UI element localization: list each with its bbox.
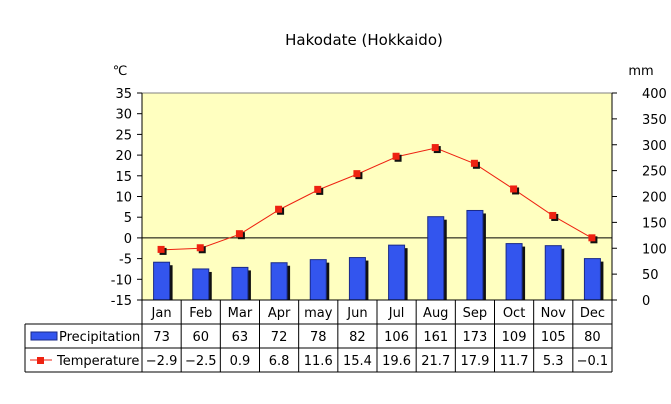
data-table: Jan Feb Mar Apr may Jun Jul Aug Sep Oct Nov Dec Prec… [24, 299, 613, 373]
precipitation-bar [505, 243, 523, 301]
precipitation-value: 106 [384, 330, 409, 345]
precipitation-bar [466, 209, 484, 301]
chart-title: Hakodate (Hokkaido) [285, 31, 443, 49]
temperature-marker [157, 245, 165, 253]
plot-background [141, 92, 613, 301]
left-tick-label: -10 [111, 273, 132, 288]
temperature-marker [196, 244, 204, 252]
temperature-marker [510, 185, 518, 193]
temperature-marker [392, 152, 400, 160]
category-label: Mar [228, 306, 253, 321]
temperature-marker [275, 205, 283, 213]
temperature-value: 11.7 [500, 354, 529, 369]
right-tick-label: 400 [642, 87, 667, 102]
left-tick-label: 0 [124, 232, 132, 247]
left-tick-label: 35 [115, 87, 132, 102]
temperature-marker [353, 170, 361, 178]
category-label: Dec [580, 306, 605, 321]
category-label: Feb [189, 306, 212, 321]
left-tick-label: -15 [111, 294, 132, 309]
plot-area: 35302520151050-5-10-15400350300250200150… [111, 87, 667, 309]
precipitation-bar [544, 245, 562, 301]
precipitation-value: 60 [192, 330, 209, 345]
category-label: Sep [463, 306, 488, 321]
precipitation-value: 78 [310, 330, 327, 345]
temperature-value: 15.4 [343, 354, 372, 369]
precipitation-bar [348, 257, 366, 301]
precipitation-bar [583, 258, 601, 301]
right-tick-label: 250 [642, 165, 667, 180]
precipitation-value: 72 [271, 330, 288, 345]
left-tick-label: 5 [124, 211, 132, 226]
category-label: Jul [388, 306, 405, 321]
temperature-marker [549, 211, 557, 219]
left-tick-label: 20 [115, 149, 132, 164]
precipitation-bar [192, 268, 210, 301]
temperature-value: 19.6 [382, 354, 411, 369]
right-tick-label: 300 [642, 139, 667, 154]
category-label: Jan [151, 306, 172, 321]
temperature-value: 5.3 [543, 354, 564, 369]
precipitation-bar [270, 262, 288, 301]
category-label: Jun [346, 306, 367, 321]
precipitation-value: 161 [423, 330, 448, 345]
temperature-value: −0.1 [577, 354, 609, 369]
left-tick-label: 25 [115, 128, 132, 143]
precipitation-value: 73 [153, 330, 170, 345]
right-tick-label: 200 [642, 191, 667, 206]
category-label: Nov [541, 306, 567, 321]
precipitation-legend-swatch [30, 331, 58, 341]
temperature-marker [314, 185, 322, 193]
category-label: Apr [268, 306, 291, 321]
temperature-value: −2.9 [146, 354, 178, 369]
temperature-line [161, 147, 593, 251]
temperature-legend-label: Temperature [56, 354, 139, 369]
temperature-value: 0.9 [230, 354, 251, 369]
right-tick-label: 0 [642, 294, 650, 309]
category-label: Oct [503, 306, 525, 321]
right-tick-label: 100 [642, 242, 667, 257]
precipitation-value: 82 [349, 330, 366, 345]
left-tick-label: 30 [115, 108, 132, 123]
precipitation-value: 105 [541, 330, 566, 345]
precipitation-bar [388, 244, 406, 301]
temperature-marker [588, 234, 596, 242]
temperature-value: 17.9 [460, 354, 489, 369]
precipitation-value: 173 [463, 330, 488, 345]
precipitation-value: 63 [232, 330, 249, 345]
left-tick-label: 15 [115, 170, 132, 185]
left-axis-unit: ℃ [113, 64, 128, 79]
precipitation-value: 80 [584, 330, 601, 345]
right-axis-unit: mm [628, 64, 653, 79]
precipitation-bar [153, 261, 171, 301]
temperature-legend-marker [37, 357, 44, 364]
temperature-marker [235, 230, 243, 238]
temperature-value: 21.7 [421, 354, 450, 369]
temperature-value: 11.6 [304, 354, 333, 369]
temperature-value: 6.8 [269, 354, 290, 369]
temperature-marker [470, 159, 478, 167]
precipitation-value: 109 [502, 330, 527, 345]
temperature-value: −2.5 [185, 354, 217, 369]
temperature-marker [431, 144, 439, 152]
precipitation-legend-label: Precipitation [59, 330, 140, 345]
left-tick-label: -5 [119, 253, 132, 268]
precipitation-bar [231, 266, 249, 301]
precipitation-bar [427, 216, 445, 301]
category-label: may [304, 306, 333, 321]
right-tick-label: 350 [642, 113, 667, 128]
category-label: Aug [423, 306, 448, 321]
right-tick-label: 50 [642, 268, 659, 283]
left-tick-label: 10 [115, 191, 132, 206]
right-tick-label: 150 [642, 216, 667, 231]
precipitation-bar [309, 259, 327, 301]
